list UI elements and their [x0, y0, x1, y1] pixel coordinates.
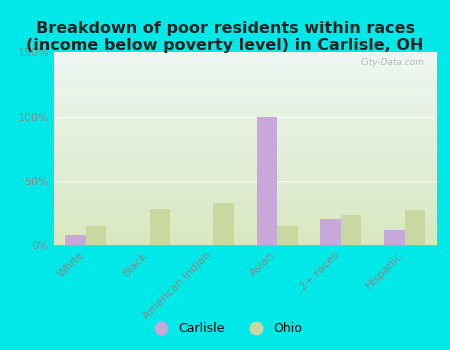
Bar: [341, 216, 361, 245]
Bar: [213, 203, 234, 245]
Text: Breakdown of poor residents within races
(income below poverty level) in Carlisl: Breakdown of poor residents within races…: [26, 21, 424, 54]
Text: City-Data.com: City-Data.com: [361, 58, 425, 67]
Bar: [86, 226, 106, 245]
Bar: [277, 226, 297, 245]
Bar: [405, 210, 425, 245]
Bar: [320, 219, 341, 245]
Bar: [149, 209, 170, 245]
Legend: Carlisle, Ohio: Carlisle, Ohio: [143, 317, 307, 340]
Bar: [384, 230, 405, 245]
Bar: [256, 117, 277, 245]
Bar: [66, 235, 86, 245]
